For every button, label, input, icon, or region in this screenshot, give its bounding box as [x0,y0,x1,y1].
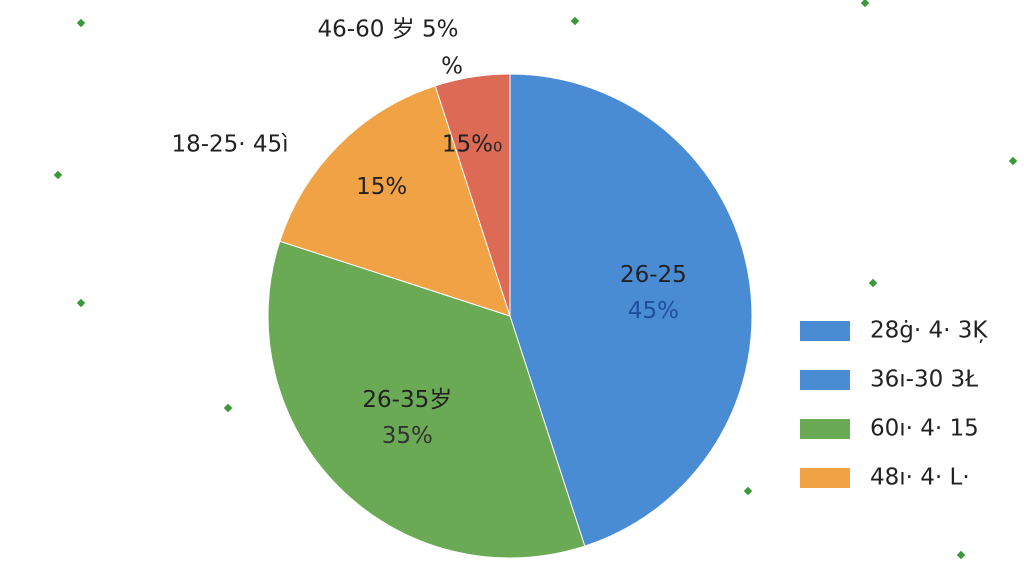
pie-slice [267,240,586,559]
slice-label: 26-25 [620,262,687,288]
annotation: 18-25· 45ì [171,132,288,158]
legend-label: 28ġ· 4· 3Ķ [870,318,988,344]
background-decoration [53,0,1018,560]
legend-swatch [800,321,850,341]
legend-swatch [800,370,850,390]
annotation: 46-60 岁 5% [318,17,459,43]
slice-value-label: 45% [628,298,679,324]
pie-slice [509,73,753,547]
legend-swatch [800,468,850,488]
slice-value-label: 35% [382,423,433,449]
pie-slice [434,73,511,317]
slice-value-label: 15% [356,174,407,200]
slice-label: 26-35岁 [362,387,452,413]
pie-slice [279,85,511,317]
legend-label: 36ı-30 3Ł [870,367,978,393]
annotation: 15%₀ [442,132,502,158]
annotation: % [441,54,463,80]
legend-swatch [800,419,850,439]
legend-label: 60ı· 4· 15 [870,416,979,442]
legend-label: 48ı· 4· L· [870,465,970,491]
